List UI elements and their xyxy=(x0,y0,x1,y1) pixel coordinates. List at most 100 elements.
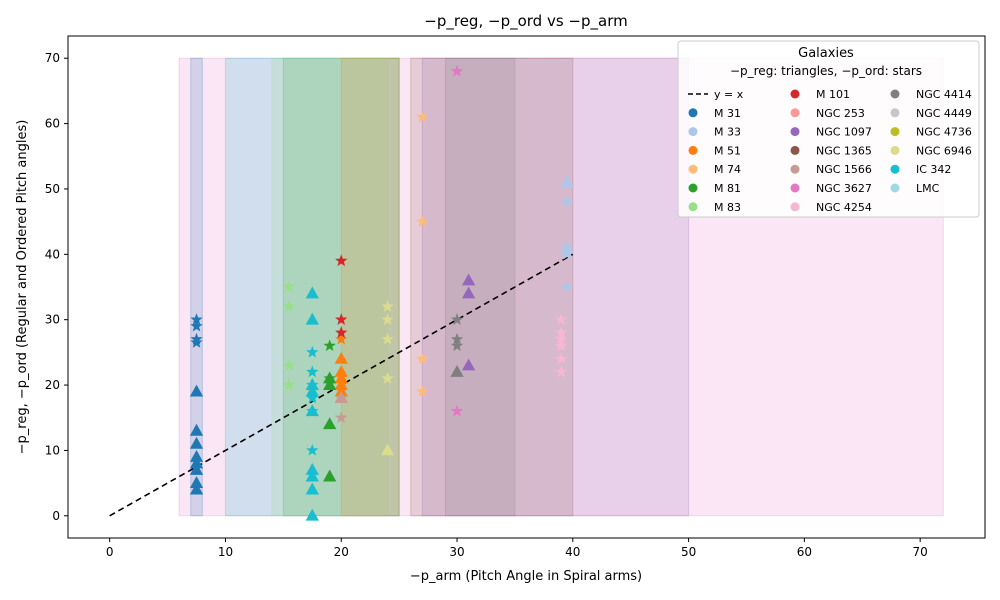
triangle-point xyxy=(305,312,319,325)
star-point xyxy=(282,280,296,293)
legend-dot-swatch xyxy=(890,164,900,174)
star-point xyxy=(381,313,394,325)
x-axis: 0 10 20 30 40 50 60 70 xyxy=(106,538,928,559)
y-tick-label: 10 xyxy=(45,443,60,457)
legend-item-ngc-4254: NGC 4254 xyxy=(790,201,872,214)
legend-dot-swatch xyxy=(790,183,800,193)
star-point xyxy=(306,443,319,456)
star-point xyxy=(560,241,574,254)
triangle-point xyxy=(189,482,204,495)
star-point xyxy=(323,339,336,352)
legend-label: M 74 xyxy=(714,163,741,176)
triangle-point xyxy=(323,378,337,390)
legend-title: Galaxies xyxy=(798,46,854,61)
star-point xyxy=(450,339,464,352)
triangle-point xyxy=(560,175,574,188)
triangle-point xyxy=(305,508,319,521)
legend-label: NGC 1566 xyxy=(816,163,872,176)
star-point xyxy=(450,332,464,345)
legend-dot-swatch xyxy=(790,202,800,212)
triangle-point xyxy=(461,358,476,371)
star-point xyxy=(190,332,203,345)
triangle-point xyxy=(461,286,476,299)
series-m-74 xyxy=(416,110,429,397)
legend-item-ngc-253: NGC 253 xyxy=(790,107,865,120)
y-tick-label: 60 xyxy=(45,117,60,131)
triangle-point xyxy=(305,463,319,475)
legend-subtitle: −p_reg: triangles, −p_ord: stars xyxy=(730,64,922,78)
triangle-point xyxy=(189,423,204,436)
star-point xyxy=(306,378,319,391)
star-point xyxy=(190,313,203,325)
x-axis-title: −p_arm (Pitch Angle in Spiral arms) xyxy=(410,569,642,584)
star-point xyxy=(282,300,296,312)
star-point xyxy=(450,404,464,417)
legend-dot-swatch xyxy=(790,164,800,174)
star-point xyxy=(282,378,296,391)
legend-label: M 83 xyxy=(714,201,741,214)
triangle-point xyxy=(461,273,476,286)
legend-label: NGC 3627 xyxy=(816,182,872,195)
band-m-51 xyxy=(340,57,400,517)
star-point xyxy=(335,411,348,423)
series-ngc-1097 xyxy=(461,273,476,371)
legend-item-ngc-3627: NGC 3627 xyxy=(790,182,872,195)
triangle-point xyxy=(323,417,337,430)
triangle-point xyxy=(334,351,348,364)
series-ngc-1566 xyxy=(334,391,348,423)
triangle-point xyxy=(189,436,204,449)
y-tick-label: 20 xyxy=(45,378,60,392)
star-point xyxy=(306,365,319,378)
legend-label: M 31 xyxy=(714,107,741,120)
x-tick-label: 60 xyxy=(797,545,812,559)
legend-item-m-31: M 31 xyxy=(688,107,741,120)
star-point xyxy=(450,313,464,325)
band-m-81 xyxy=(282,57,400,517)
star-point xyxy=(381,332,394,345)
triangle-point xyxy=(323,469,337,482)
band-ngc-1097 xyxy=(421,57,690,517)
star-point xyxy=(306,404,319,417)
series-ngc-4254 xyxy=(555,313,568,378)
star-point xyxy=(416,385,429,397)
star-point xyxy=(560,195,574,208)
x-tick-label: 70 xyxy=(913,545,928,559)
star-point xyxy=(381,372,394,384)
legend-label: NGC 4414 xyxy=(916,88,972,101)
legend-item-ngc-1365: NGC 1365 xyxy=(790,144,872,157)
star-point xyxy=(335,391,348,404)
series-m-83 xyxy=(282,280,296,391)
legend-dot-swatch xyxy=(790,127,800,137)
legend-label: NGC 1097 xyxy=(816,126,872,139)
legend-dot-swatch xyxy=(790,108,800,118)
star-point xyxy=(381,300,394,312)
legend-label: M 33 xyxy=(714,126,741,139)
star-point xyxy=(555,339,568,352)
series-m-33 xyxy=(560,175,574,293)
legend-label: NGC 1365 xyxy=(816,144,872,157)
x-tick-label: 20 xyxy=(334,545,349,559)
legend-items: y = x M 31 M 33 M 51 M 74 M 81 M 83 M 101 NGC 25… xyxy=(688,88,972,214)
legend-item-ngc-1566: NGC 1566 xyxy=(790,163,872,176)
legend-item-m-101: M 101 xyxy=(790,88,850,101)
series-m-31 xyxy=(189,313,204,495)
x-tick-label: 40 xyxy=(565,545,580,559)
x-tick-label: 50 xyxy=(681,545,696,559)
legend-dot-swatch xyxy=(688,164,698,174)
legend-item-ngc-6946: NGC 6946 xyxy=(890,144,972,157)
legend-label: LMC xyxy=(916,182,940,195)
triangle-point xyxy=(334,371,348,384)
star-point xyxy=(555,313,568,325)
triangle-point xyxy=(189,384,204,397)
chart-title: −p_reg, −p_ord vs −p_arm xyxy=(424,12,627,31)
legend-label: NGC 253 xyxy=(816,107,865,120)
y-axis: 0 10 20 30 40 50 60 70 xyxy=(45,51,68,523)
legend-label: M 101 xyxy=(816,88,850,101)
star-point xyxy=(335,313,348,325)
triangle-point xyxy=(189,463,204,475)
star-point xyxy=(335,332,348,345)
star-point xyxy=(560,280,574,293)
legend-item-m-81: M 81 xyxy=(688,182,741,195)
triangle-point xyxy=(305,469,319,482)
